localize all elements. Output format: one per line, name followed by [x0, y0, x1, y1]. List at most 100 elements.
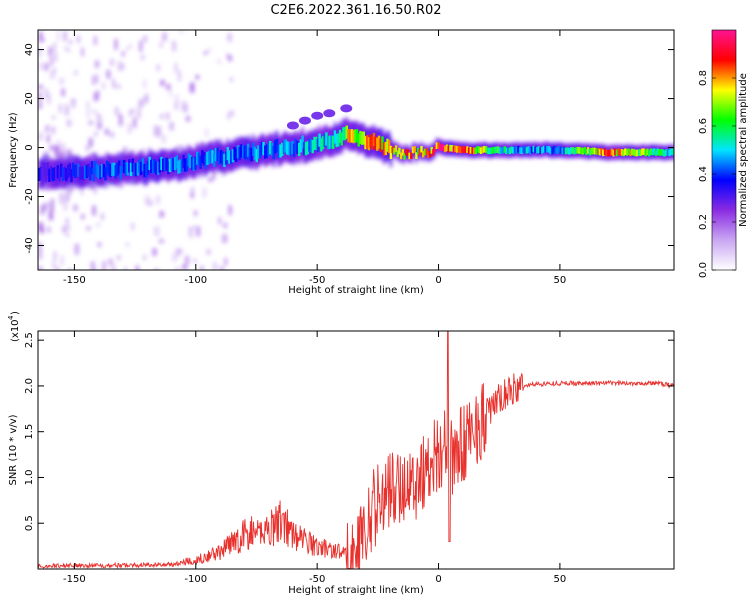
heatmap-core-cell	[490, 147, 493, 155]
heatmap-noise-cell	[64, 46, 67, 51]
heatmap-noise-cell	[143, 254, 146, 261]
heatmap-core-cell	[503, 146, 506, 153]
colorbar: 0.0 0.2 0.4 0.6 0.8 Normalized spectral ampl…	[698, 29, 749, 278]
heatmap-noise-cell	[64, 104, 69, 116]
heatmap-core-cell	[265, 144, 269, 158]
snr-y-scale-text: (x10	[10, 319, 21, 342]
heatmap-noise-cell	[118, 115, 123, 126]
heatmap-core-cell	[619, 149, 622, 156]
heatmap-noise-cell	[67, 149, 72, 159]
heatmap-core-cell	[315, 136, 318, 150]
heatmap-noise-cell	[52, 260, 56, 270]
heatmap-core-cell	[236, 145, 240, 159]
heatmap-core-cell	[588, 148, 591, 156]
heatmap-core-cell	[158, 159, 161, 173]
heatmap-core-cell	[586, 147, 590, 154]
heatmap-noise-cell	[177, 145, 183, 152]
colorbar-tick-label: 0.6	[698, 118, 709, 134]
heatmap-core-cell	[461, 146, 464, 153]
heatmap-noise-cell	[55, 266, 60, 270]
heatmap-core-cell	[603, 148, 607, 155]
heatmap-noise-cell	[67, 186, 72, 197]
heatmap-core-cell	[473, 147, 476, 155]
heatmap-core-cell	[298, 142, 301, 156]
snr-panel: -150 -100 -50 0 50 0.5 1.0 1.5 2.0 2.5 Height of …	[7, 311, 675, 596]
heatmap-core-cell	[94, 160, 97, 174]
heatmap-noise-cell	[162, 32, 167, 42]
heatmap-noise-cell	[108, 259, 113, 265]
heatmap-core-cell	[73, 164, 77, 178]
heatmap-noise-cell	[59, 78, 64, 85]
heatmap-noise-cell	[97, 242, 102, 247]
heatmap-noise-cell	[74, 243, 80, 255]
heatmap-core-cell	[253, 146, 257, 160]
heatmap-noise-cell	[116, 84, 121, 89]
heatmap-core-cell	[245, 146, 248, 160]
heatmap-noise-cell	[179, 30, 184, 34]
heatmap-core-cell	[102, 164, 105, 178]
heatmap-noise-cell	[160, 79, 165, 86]
heatmap-core-cell	[498, 147, 501, 154]
heatmap-noise-cell	[162, 135, 166, 144]
heatmap-core-cell	[408, 152, 411, 160]
heatmap-core-cell	[180, 158, 184, 172]
heatmap-noise-cell	[57, 139, 60, 145]
spectrogram-y-tick-label: 40	[24, 43, 35, 56]
heatmap-noise-cell	[106, 70, 111, 79]
heatmap-core-cell	[559, 146, 563, 154]
heatmap-noise-cell	[127, 123, 132, 134]
heatmap-noise-cell	[154, 125, 157, 137]
heatmap-noise-cell	[85, 145, 90, 152]
heatmap-core-cell	[119, 166, 122, 180]
heatmap-core-cell	[394, 145, 398, 152]
heatmap-core-cell	[537, 146, 540, 153]
heatmap-core-cell	[332, 135, 335, 149]
heatmap-noise-cell	[142, 95, 145, 104]
heatmap-core-cell	[326, 136, 330, 150]
heatmap-core-cell	[155, 161, 158, 175]
heatmap-core-cell	[376, 137, 379, 151]
heatmap-noise-cell	[81, 213, 85, 220]
heatmap-core-cell	[476, 146, 479, 153]
heatmap-core-cell	[330, 135, 333, 149]
heatmap-core-cell	[301, 135, 304, 149]
heatmap-core-cell	[411, 146, 415, 154]
heatmap-core-cell	[576, 146, 580, 154]
heatmap-core-cell	[493, 146, 496, 154]
heatmap-core-cell	[284, 139, 287, 153]
heatmap-core-cell	[539, 147, 542, 154]
heatmap-core-cell	[68, 163, 71, 177]
heatmap-core-cell	[631, 148, 634, 156]
heatmap-core-cell	[153, 159, 156, 173]
heatmap-upper-branch-cell	[340, 104, 353, 113]
heatmap-core-cell	[323, 133, 326, 148]
heatmap-noise-cell	[144, 195, 150, 205]
heatmap-core-cell	[296, 140, 299, 154]
heatmap-noise-cell	[54, 251, 57, 260]
heatmap-core-cell	[173, 157, 177, 171]
heatmap-core-cell	[367, 137, 371, 151]
heatmap-core-cell	[520, 147, 523, 154]
heatmap-core-cell	[581, 148, 585, 155]
heatmap-noise-cell	[205, 128, 209, 137]
heatmap-core-cell	[471, 147, 474, 154]
heatmap-core-cell	[177, 160, 180, 174]
heatmap-noise-cell	[182, 264, 187, 270]
heatmap-core-cell	[328, 135, 331, 149]
heatmap-core-cell	[260, 141, 263, 155]
heatmap-core-cell	[430, 147, 433, 154]
heatmap-noise-cell	[49, 145, 55, 151]
heatmap-core-cell	[61, 167, 65, 181]
heatmap-core-cell	[585, 148, 588, 156]
heatmap-noise-cell	[227, 33, 232, 42]
snr-x-axis-label: Height of straight line (km)	[288, 585, 424, 596]
heatmap-noise-cell	[93, 92, 99, 102]
heatmap-noise-cell	[189, 83, 195, 93]
heatmap-noise-cell	[220, 266, 224, 270]
heatmap-core-cell	[170, 157, 173, 171]
heatmap-noise-cell	[63, 201, 68, 211]
colorbar-gradient	[711, 29, 737, 271]
heatmap-core-cell	[321, 136, 325, 150]
heatmap-noise-cell	[67, 48, 70, 52]
heatmap-core-cell	[535, 146, 539, 154]
